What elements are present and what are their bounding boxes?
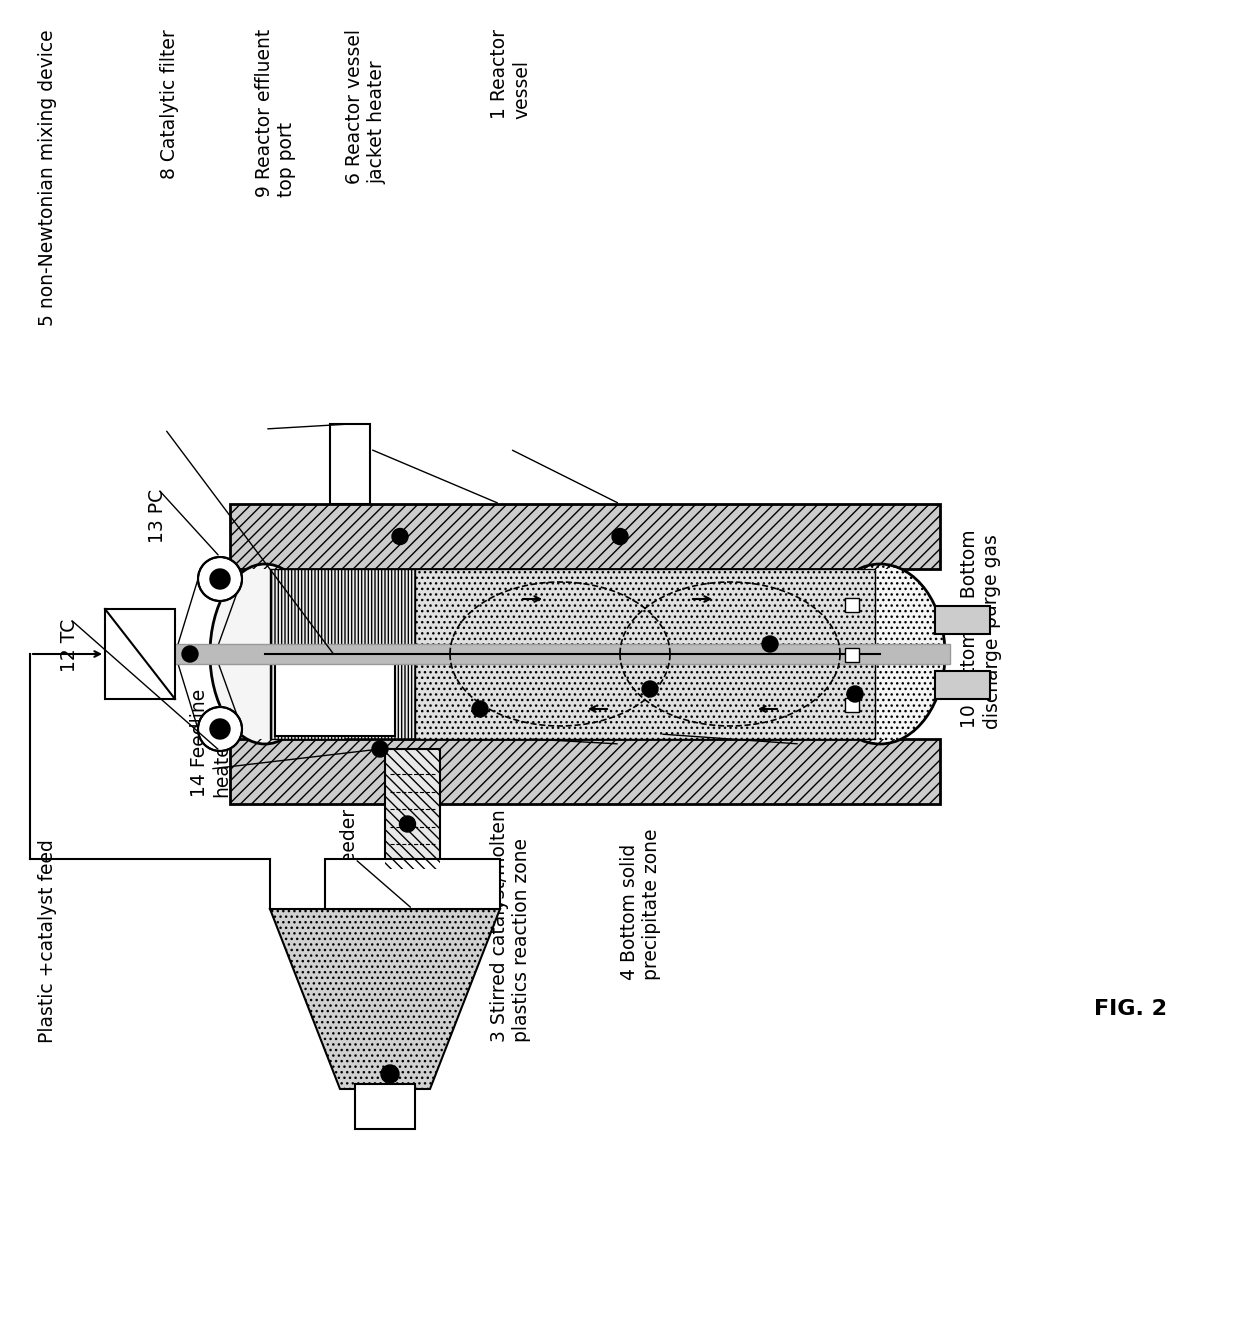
Circle shape [182, 646, 198, 662]
Bar [935, 671, 990, 699]
Bar [229, 739, 940, 804]
Bar [270, 569, 415, 739]
Text: 13 PC: 13 PC [148, 489, 167, 544]
Text: 9 Reactor effluent
top port: 9 Reactor effluent top port [255, 29, 296, 197]
Bar [325, 859, 500, 909]
Circle shape [847, 686, 863, 702]
Ellipse shape [210, 563, 320, 744]
Text: 12 TC: 12 TC [60, 619, 79, 672]
Bar [844, 649, 859, 662]
Circle shape [381, 1065, 399, 1083]
Circle shape [392, 529, 408, 545]
Polygon shape [270, 909, 500, 1088]
Circle shape [210, 569, 229, 589]
Text: 2 Vapor zone: 2 Vapor zone [410, 829, 429, 952]
Bar [265, 563, 880, 744]
Text: 7 Screw feeder: 7 Screw feeder [340, 809, 360, 950]
Bar [355, 1084, 415, 1130]
Circle shape [642, 680, 658, 696]
Text: 10 Bottom
discharge: 10 Bottom discharge [960, 629, 1001, 727]
Text: 11 Bottom
purge gas: 11 Bottom purge gas [960, 529, 1001, 627]
Bar [229, 739, 940, 804]
Text: FIG. 2: FIG. 2 [1094, 999, 1167, 1019]
Bar [384, 750, 440, 869]
Circle shape [399, 816, 415, 832]
Circle shape [210, 719, 229, 739]
Bar [935, 606, 990, 634]
Bar [140, 645, 950, 664]
Bar [844, 698, 859, 712]
Text: 6 Reactor vessel
jacket heater: 6 Reactor vessel jacket heater [345, 29, 386, 183]
Text: 14 Feedline
heater: 14 Feedline heater [190, 688, 231, 797]
Circle shape [472, 700, 489, 718]
Bar [105, 609, 175, 699]
Circle shape [372, 742, 388, 758]
Text: 1 Reactor
vessel: 1 Reactor vessel [490, 29, 531, 120]
Circle shape [763, 637, 777, 653]
Bar [275, 657, 396, 736]
Circle shape [198, 707, 242, 751]
Text: 8 Catalytic filter: 8 Catalytic filter [160, 29, 179, 178]
Text: 4 Bottom solid
precipitate zone: 4 Bottom solid precipitate zone [620, 829, 661, 981]
Bar [270, 569, 415, 739]
Bar [415, 569, 875, 739]
Bar [229, 504, 940, 569]
Bar [330, 424, 370, 504]
Bar [415, 569, 875, 739]
Text: Plastic +catalyst feed: Plastic +catalyst feed [38, 839, 57, 1043]
Text: 5 non-Newtonian mixing device: 5 non-Newtonian mixing device [38, 29, 57, 326]
Bar [275, 657, 396, 736]
Bar [844, 598, 859, 611]
Bar [229, 504, 940, 569]
Ellipse shape [815, 563, 945, 744]
Bar [384, 750, 440, 869]
Circle shape [198, 557, 242, 601]
Text: 3 Stirred catalyst/molten
plastics reaction zone: 3 Stirred catalyst/molten plastics react… [490, 809, 531, 1042]
Circle shape [613, 529, 627, 545]
